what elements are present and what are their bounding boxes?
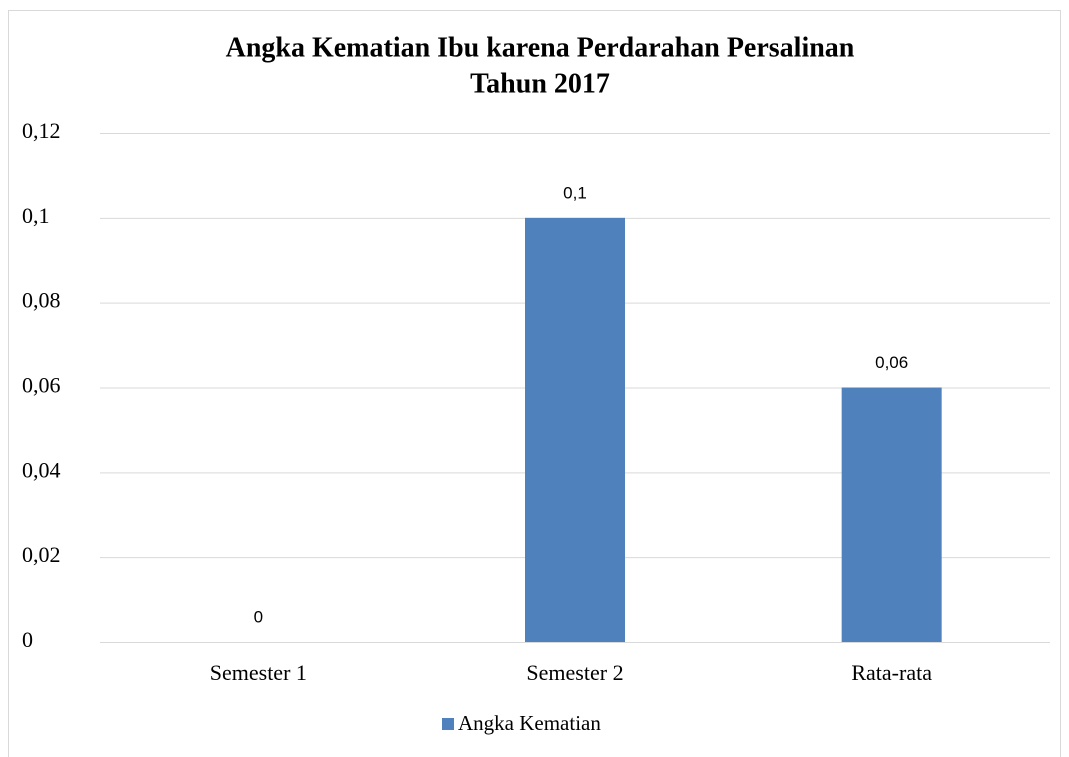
chart-frame: [8, 10, 1061, 757]
x-tick-label: Rata-rata: [851, 660, 932, 685]
bar: [841, 387, 942, 642]
data-label: 0,1: [563, 183, 587, 202]
x-tick-label: Semester 1: [210, 660, 307, 685]
y-tick-label: 0: [22, 627, 33, 652]
data-label: 0: [254, 607, 263, 626]
y-tick-label: 0,08: [22, 288, 61, 313]
legend-label: Angka Kematian: [458, 711, 601, 735]
y-tick-label: 0,02: [22, 542, 61, 567]
y-tick-label: 0,04: [22, 457, 61, 482]
chart-title: Angka Kematian Ibu karena Perdarahan Per…: [226, 32, 855, 63]
x-tick-label: Semester 2: [526, 660, 623, 685]
legend-swatch: [442, 718, 454, 730]
bar: [525, 217, 625, 643]
y-tick-label: 0,06: [22, 373, 61, 398]
y-tick-label: 0,1: [22, 203, 50, 228]
y-tick-label: 0,12: [22, 118, 61, 143]
data-label: 0,06: [875, 353, 908, 372]
chart-title: Tahun 2017: [470, 68, 610, 99]
